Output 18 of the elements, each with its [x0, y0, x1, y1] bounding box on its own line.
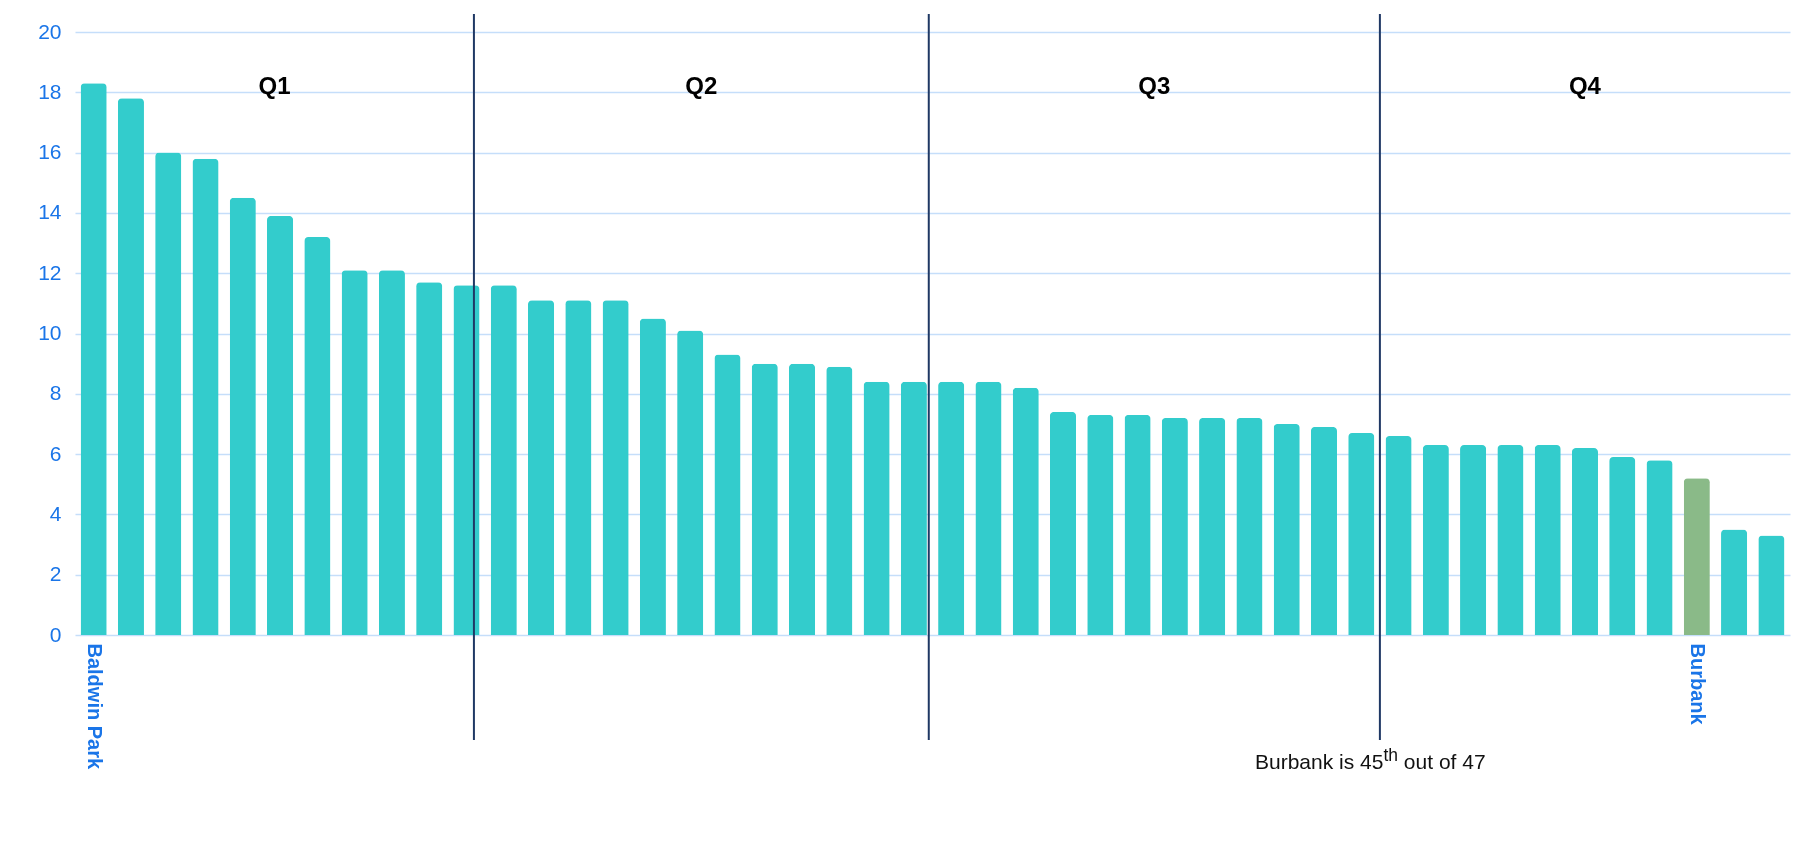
y-tick-label: 4	[49, 501, 62, 525]
x-tick-label: Burbank	[1686, 643, 1709, 726]
x-tick-label: Baldwin Park	[83, 643, 106, 770]
annotation: Q3	[1138, 72, 1171, 99]
y-tick-label: 14	[38, 200, 62, 224]
y-tick-label: 10	[38, 321, 62, 344]
annotation: Q1	[258, 72, 291, 99]
y-tick-label: 18	[38, 79, 62, 103]
y-tick-label: 2	[49, 562, 62, 586]
y-tick-label: 6	[49, 441, 62, 465]
annotation: Q4	[1568, 72, 1602, 99]
y-tick-label: 20	[38, 19, 62, 43]
y-tick-label: 12	[38, 260, 62, 284]
y-tick-label: 8	[49, 381, 62, 405]
annotation: Q2	[685, 72, 718, 99]
y-tick-label: 16	[38, 140, 62, 164]
text: Burbank is 45$^{th}$ out of 47	[1255, 745, 1486, 774]
y-tick-label: 0	[49, 622, 62, 646]
